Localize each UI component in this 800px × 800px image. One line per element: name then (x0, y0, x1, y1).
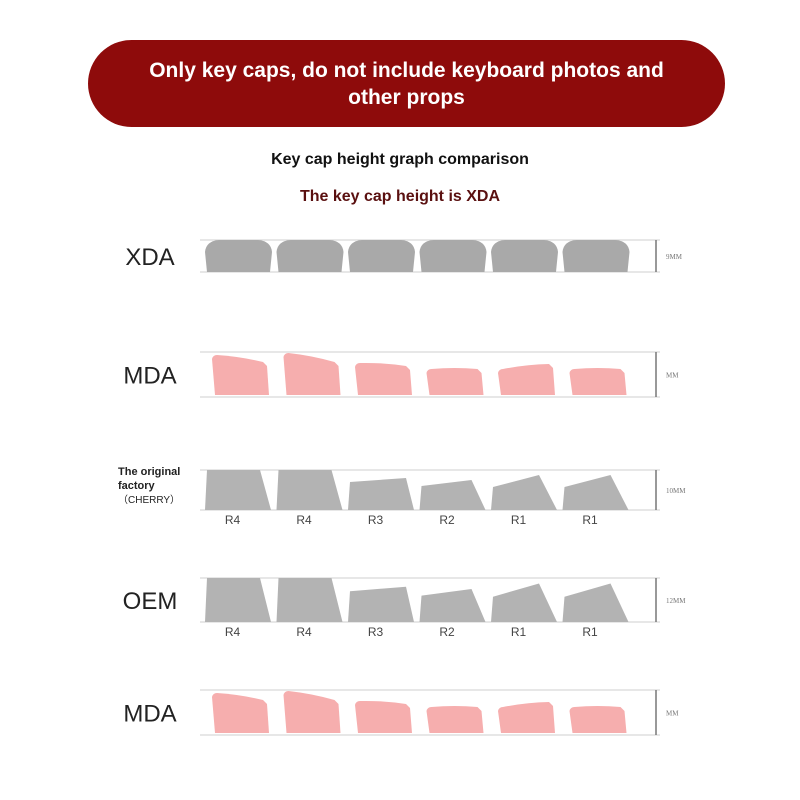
chart-title: Key cap height graph comparison (271, 151, 529, 168)
keycap (562, 583, 629, 622)
profile-label: OEM (123, 588, 178, 615)
keycap (283, 691, 341, 733)
notice-banner: Only key caps, do not include keyboard p… (88, 40, 725, 127)
keycap (283, 353, 341, 395)
row-label: R3 (368, 513, 384, 527)
keycap (276, 470, 343, 510)
row-label: R4 (296, 625, 312, 639)
row-label: R1 (582, 513, 598, 527)
profile-label: MDA (123, 363, 176, 390)
keycap (276, 240, 344, 272)
keycap (569, 706, 627, 733)
profile-label: （CHERRY） (118, 494, 180, 506)
keycap (212, 693, 269, 733)
dimension-label: MM (666, 710, 679, 718)
row-label: R2 (439, 625, 455, 639)
keycap (355, 362, 412, 395)
keycap (491, 240, 558, 272)
keycap (419, 480, 486, 510)
keycap (498, 364, 555, 395)
keycap (562, 475, 629, 510)
keycap (426, 368, 484, 395)
row-label: R4 (225, 513, 241, 527)
keycap (205, 470, 271, 510)
keycap (419, 240, 487, 272)
row-label: R4 (296, 513, 312, 527)
keycap (419, 589, 486, 622)
keycap (348, 240, 415, 272)
keycap (348, 478, 414, 510)
keycap (205, 578, 271, 622)
keycap (355, 700, 412, 733)
profile-label: The original (118, 466, 180, 478)
row-label: R1 (511, 513, 527, 527)
row-label: R1 (511, 625, 527, 639)
keycap (562, 240, 630, 272)
dimension-label: 10MM (666, 487, 686, 495)
keycap (491, 583, 557, 622)
row-label: R4 (225, 625, 241, 639)
dimension-label: 12MM (666, 597, 686, 605)
keycap (569, 368, 627, 395)
row-label: R3 (368, 625, 384, 639)
row-label: R1 (582, 625, 598, 639)
keycap (426, 706, 484, 733)
keycap (348, 586, 414, 622)
keycap (498, 702, 555, 733)
notice-text: Only key caps, do not include keyboard p… (149, 58, 664, 109)
keycap (491, 475, 557, 510)
profile-label: XDA (125, 244, 174, 271)
dimension-label: 9MM (666, 253, 683, 261)
row-label: R2 (439, 513, 455, 527)
keycap (212, 355, 269, 395)
dimension-label: MM (666, 372, 679, 380)
keycap (205, 240, 272, 272)
keycap (276, 578, 343, 622)
chart-subtitle: The key cap height is XDA (299, 188, 501, 205)
profile-label: MDA (123, 701, 176, 728)
profile-label: factory (118, 480, 156, 492)
